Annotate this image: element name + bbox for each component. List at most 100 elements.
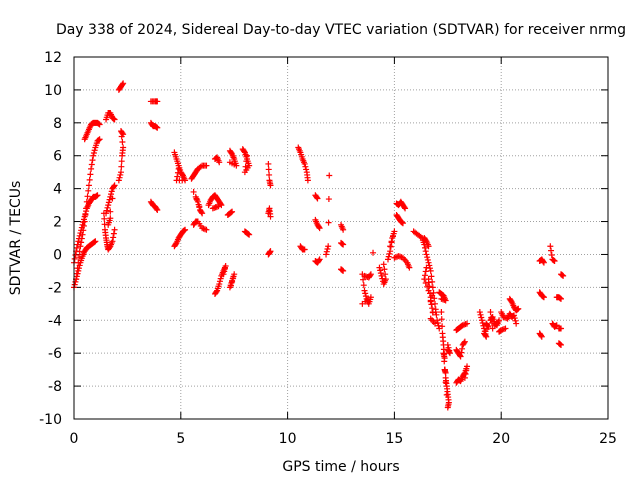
data-point	[314, 195, 321, 202]
data-point	[246, 231, 253, 238]
data-point	[326, 172, 333, 179]
data-point	[380, 261, 387, 268]
y-tick-label: -6	[48, 346, 62, 362]
data-point	[75, 235, 82, 242]
data-point	[75, 265, 82, 272]
data-point	[199, 210, 206, 217]
chart-title: Day 338 of 2024, Sidereal Day-to-day VTE…	[56, 22, 626, 38]
data-point	[107, 208, 114, 215]
data-point	[79, 221, 86, 228]
data-point	[462, 371, 469, 378]
data-point	[381, 266, 388, 273]
data-point	[120, 80, 127, 87]
data-point	[444, 346, 451, 353]
data-point	[402, 205, 409, 212]
data-point	[85, 187, 92, 194]
data-point	[154, 124, 161, 131]
data-point	[77, 230, 84, 237]
y-tick-label: 12	[44, 50, 62, 66]
data-point	[481, 331, 488, 338]
data-point	[441, 358, 448, 365]
data-point	[220, 271, 227, 278]
data-point	[87, 171, 94, 178]
data-point	[461, 338, 468, 345]
data-point	[71, 255, 78, 262]
data-point	[424, 256, 431, 263]
data-point	[377, 267, 384, 274]
data-point	[461, 374, 468, 381]
y-tick-label: 6	[53, 149, 62, 165]
data-point	[105, 199, 112, 206]
data-point	[488, 320, 495, 327]
data-point	[540, 294, 547, 301]
data-point	[120, 144, 127, 151]
data-point	[175, 165, 182, 172]
data-point	[182, 226, 189, 233]
data-point	[89, 157, 96, 164]
data-point	[85, 182, 92, 189]
data-point	[301, 246, 308, 253]
data-point	[73, 244, 80, 251]
data-point	[483, 321, 490, 328]
data-point	[120, 131, 127, 138]
x-tick-label: 0	[70, 431, 79, 447]
data-point	[80, 216, 87, 223]
data-point	[88, 165, 95, 172]
data-point	[427, 298, 434, 305]
data-point	[267, 213, 274, 220]
data-point	[72, 278, 79, 285]
data-point	[244, 152, 251, 159]
data-point	[221, 268, 228, 275]
data-point	[301, 160, 308, 167]
data-point	[84, 193, 91, 200]
data-point	[198, 209, 205, 216]
data-point	[513, 320, 520, 327]
data-point	[511, 315, 518, 322]
data-point	[340, 241, 347, 248]
data-point	[459, 345, 466, 352]
data-point	[230, 275, 237, 282]
data-point	[558, 295, 565, 302]
data-point	[74, 241, 81, 248]
data-point	[118, 163, 125, 170]
data-point	[387, 243, 394, 250]
data-point	[540, 258, 547, 265]
data-point	[389, 233, 396, 240]
x-tick-label: 10	[279, 431, 297, 447]
data-point	[438, 309, 445, 316]
data-point	[315, 224, 322, 231]
grid-lines	[74, 57, 608, 419]
data-point	[216, 159, 223, 166]
data-point	[548, 247, 555, 254]
data-point	[463, 367, 470, 374]
data-point	[399, 220, 406, 227]
data-point	[111, 226, 118, 233]
data-point	[382, 276, 389, 283]
data-point	[384, 256, 391, 263]
y-tick-label: -2	[48, 280, 62, 296]
data-point	[425, 259, 432, 266]
data-point	[265, 166, 272, 173]
data-point	[76, 232, 83, 239]
data-point	[119, 81, 126, 88]
data-point	[439, 323, 446, 330]
data-point	[429, 284, 436, 291]
data-point	[378, 272, 385, 279]
data-point	[442, 379, 449, 386]
data-point	[103, 207, 110, 214]
data-point	[203, 162, 210, 169]
data-point	[422, 268, 429, 275]
data-point	[222, 262, 229, 269]
data-point	[110, 183, 117, 190]
data-point	[324, 245, 331, 252]
data-point	[86, 176, 93, 183]
data-point	[92, 238, 99, 245]
y-axis-label: SDTVAR / TECUs	[8, 181, 24, 296]
y-tick-label: 10	[44, 83, 62, 99]
data-point	[367, 272, 374, 279]
data-point	[443, 391, 450, 398]
data-point	[558, 341, 565, 348]
data-point	[425, 243, 432, 250]
data-point	[94, 192, 101, 199]
